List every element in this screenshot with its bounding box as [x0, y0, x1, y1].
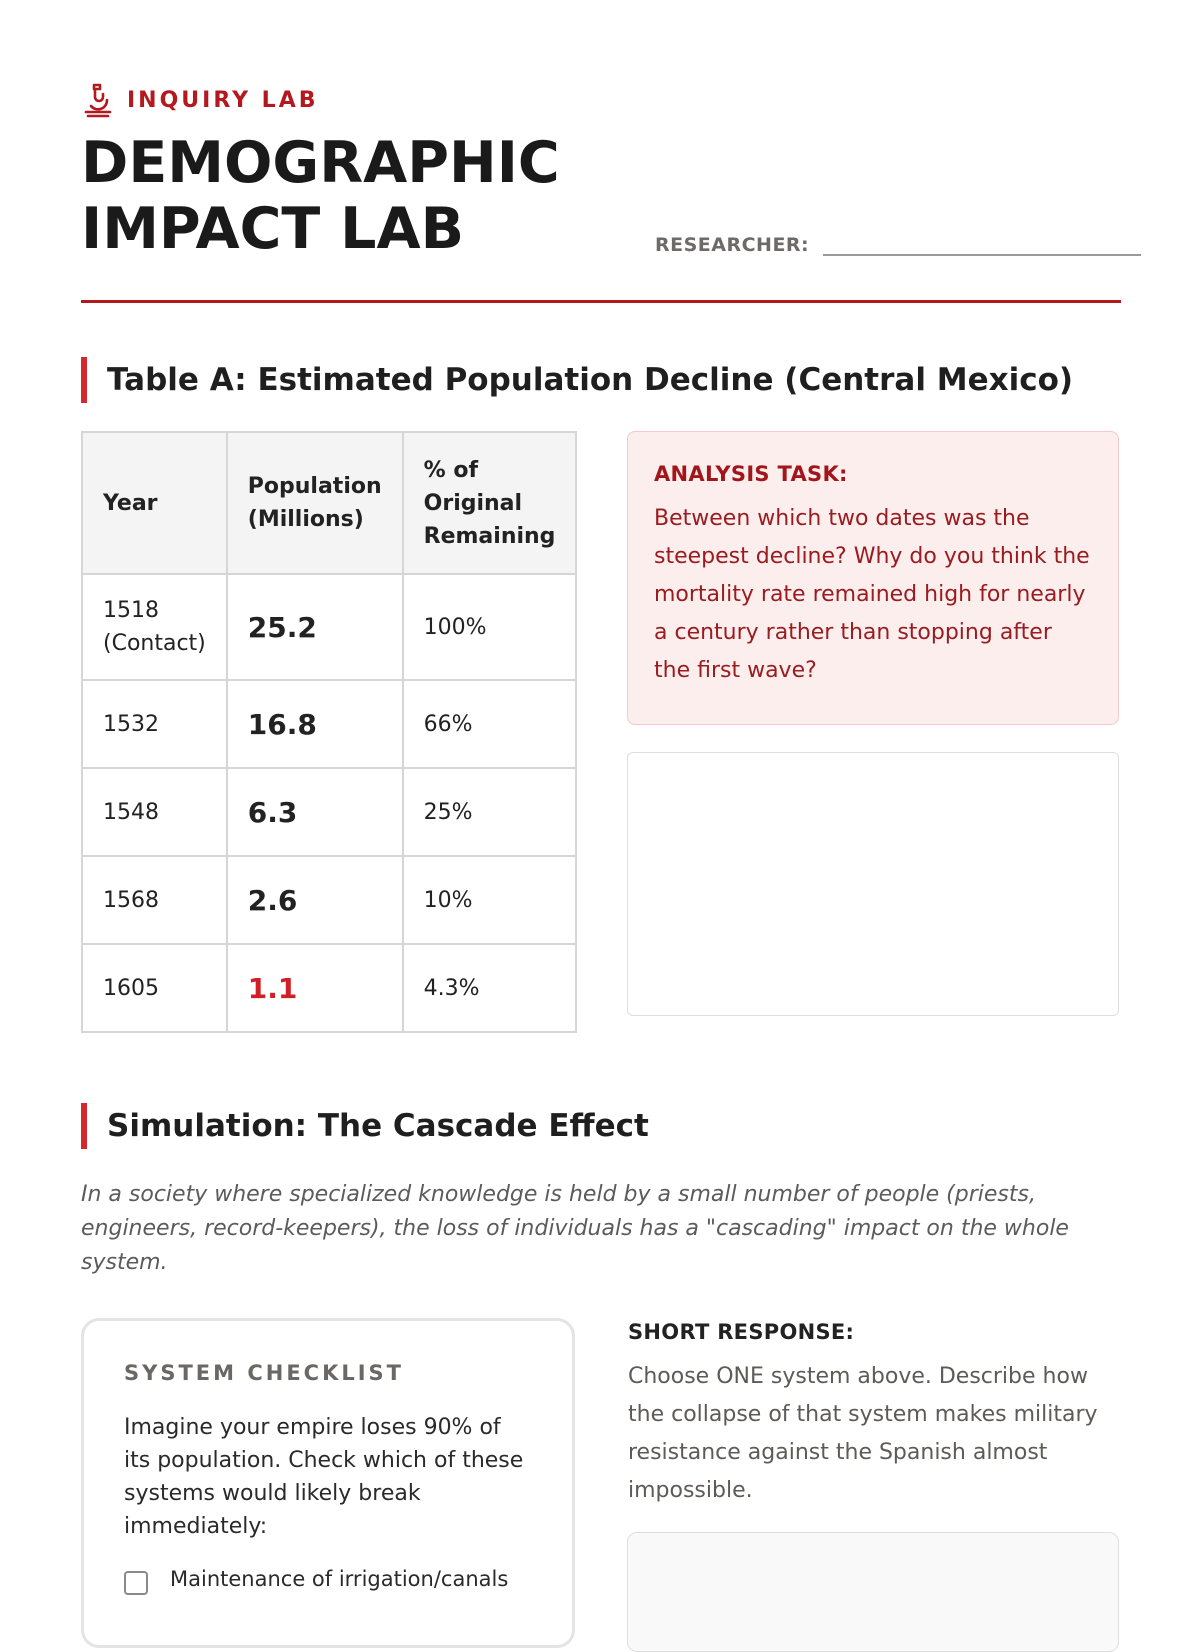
analysis-task-prompt: Between which two dates was the steepest… [654, 506, 1090, 683]
analysis-task-heading: ANALYSIS TASK: [654, 462, 848, 486]
cell-percent: 100% [401, 573, 578, 681]
table-header-row: Year Population (Millions) % of Original… [81, 431, 578, 575]
researcher-name-line[interactable] [823, 228, 1142, 256]
cell-year: 1568 [81, 855, 228, 945]
cell-year: 1532 [81, 679, 228, 769]
researcher-label: RESEARCHER: [655, 234, 810, 256]
cell-population: 25.2 [225, 573, 404, 681]
table-row: 1518 (Contact) 25.2 100% [81, 573, 578, 681]
kicker: INQUIRY LAB [81, 82, 319, 118]
table-row: 1532 16.8 66% [81, 679, 578, 769]
checkbox[interactable] [124, 1571, 148, 1595]
page-title-line-1: DEMOGRAPHIC [81, 130, 560, 196]
heading-accent-bar [81, 1103, 87, 1149]
column-header-percent: % of Original Remaining [401, 431, 578, 575]
cell-population-highlight: 1.1 [225, 943, 404, 1033]
simulation-section-title: Simulation: The Cascade Effect [107, 1108, 649, 1144]
short-response-prompt: Choose ONE system above. Describe how th… [628, 1364, 1098, 1503]
checklist-prompt: Imagine your empire loses 90% of its pop… [124, 1415, 524, 1539]
table-row: 1568 2.6 10% [81, 855, 578, 945]
cell-percent: 10% [401, 855, 578, 945]
table-section-heading: Table A: Estimated Population Decline (C… [81, 357, 1073, 403]
simulation-intro: In a society where specialized knowledge… [81, 1182, 1069, 1275]
cell-year: 1548 [81, 767, 228, 857]
population-table: Year Population (Millions) % of Original… [81, 431, 578, 1033]
cell-year: 1518 (Contact) [81, 573, 228, 681]
heading-accent-bar [81, 357, 87, 403]
cell-percent: 25% [401, 767, 578, 857]
short-response-answer-box[interactable] [627, 1532, 1119, 1652]
cell-year: 1605 [81, 943, 228, 1033]
checklist-item-label: Maintenance of irrigation/canals [170, 1567, 509, 1591]
short-response-heading: SHORT RESPONSE: [628, 1320, 855, 1344]
analysis-answer-box[interactable] [627, 752, 1119, 1016]
cell-population: 6.3 [225, 767, 404, 857]
cell-percent: 66% [401, 679, 578, 769]
table-row: 1548 6.3 25% [81, 767, 578, 857]
system-checklist-card: SYSTEM CHECKLIST Imagine your empire los… [81, 1318, 575, 1648]
cell-percent: 4.3% [401, 943, 578, 1033]
researcher-field: RESEARCHER: [655, 228, 1142, 256]
analysis-task-box: ANALYSIS TASK: Between which two dates w… [627, 431, 1119, 725]
cell-population: 16.8 [225, 679, 404, 769]
cell-population: 2.6 [225, 855, 404, 945]
header-divider [81, 300, 1121, 303]
simulation-section-heading: Simulation: The Cascade Effect [81, 1103, 649, 1149]
microscope-icon [81, 82, 115, 118]
checklist-heading: SYSTEM CHECKLIST [124, 1361, 404, 1385]
column-header-population: Population (Millions) [225, 431, 404, 575]
kicker-label: INQUIRY LAB [127, 87, 319, 113]
table-row: 1605 1.1 4.3% [81, 943, 578, 1033]
checklist-item[interactable]: Maintenance of irrigation/canals [124, 1567, 532, 1595]
page-title: DEMOGRAPHIC IMPACT LAB [81, 130, 560, 262]
table-section-title: Table A: Estimated Population Decline (C… [107, 362, 1074, 398]
column-header-year: Year [81, 431, 228, 575]
short-response: SHORT RESPONSE: Choose ONE system above.… [628, 1320, 1120, 1510]
page-title-line-2: IMPACT LAB [81, 196, 465, 262]
